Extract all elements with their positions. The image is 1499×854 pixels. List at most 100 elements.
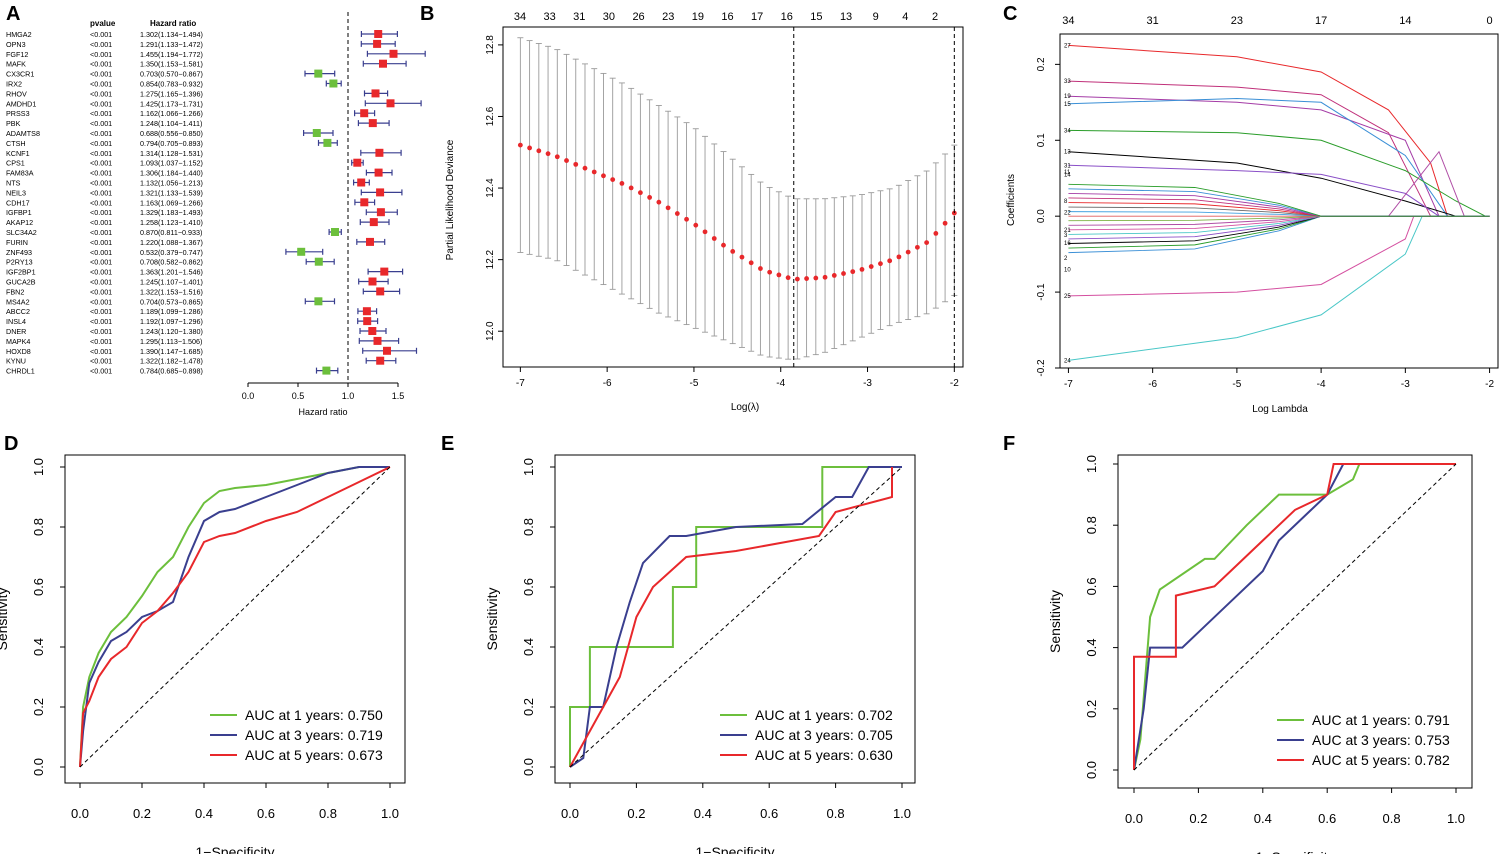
roc-x-label: 1−Specificity (1256, 849, 1335, 854)
roc-curve (79, 466, 391, 768)
path-label: 21 (1064, 228, 1071, 234)
p-value: <0.001 (90, 208, 112, 217)
path-label: 19 (1064, 94, 1071, 100)
roc-y-label: Sensitivity (1047, 590, 1063, 653)
p-value: <0.001 (90, 129, 112, 138)
hr-ci-text: 1.321(1.133−1.539) (140, 188, 203, 197)
x-tick-label: 0.4 (195, 806, 213, 821)
p-value: <0.001 (90, 258, 112, 267)
gene-name: HMGA2 (6, 30, 32, 39)
hr-ci-text: 1.162(1.066−1.266) (140, 109, 203, 118)
deviance-point (822, 274, 828, 280)
panel-d-roc: D 0.0 0.0 0.2 0.2 0.4 0.4 0.6 0.6 0.8 0.8 1.0 1.0 1−… (0, 433, 406, 854)
deviance-point (693, 222, 699, 228)
gene-name: MAPK4 (6, 337, 30, 346)
gene-name: MS4A2 (6, 297, 30, 306)
deviance-point (905, 249, 911, 255)
gene-name: SLC34A2 (6, 228, 37, 237)
deviance-point (933, 231, 939, 236)
top-df-label: 4 (902, 11, 908, 23)
hr-point (375, 148, 384, 157)
hr-point (312, 129, 321, 137)
hr-point (314, 69, 323, 78)
p-value: <0.001 (90, 218, 112, 227)
y-tick-label: 12.0 (485, 321, 496, 341)
gene-name: KCNF1 (6, 149, 30, 158)
path-label: 34 (1064, 128, 1071, 134)
deviance-point (785, 275, 791, 281)
y-tick-label: 0.0 (521, 758, 536, 776)
gene-name: AKAP12 (6, 218, 33, 227)
deviance-point (591, 169, 597, 175)
x-tick-label: 1.0 (893, 806, 911, 821)
hr-point (374, 30, 383, 38)
panel-a-label: A (6, 3, 20, 25)
legend-entry: AUC at 5 years: 0.630 (755, 747, 893, 763)
hr-point (360, 109, 369, 118)
panel-b-y-label: Partial Likelihood Deviance (445, 139, 456, 260)
deviance-point (619, 181, 625, 186)
gene-name: CDH17 (6, 198, 30, 207)
top-df-label: 34 (1062, 15, 1074, 27)
top-df-label: 16 (781, 11, 793, 23)
path-label: 25 (1064, 294, 1071, 300)
top-df-label: 23 (662, 11, 674, 23)
gene-name: PBK (6, 119, 21, 128)
gene-name: CX3CR1 (6, 70, 34, 79)
legend-entry: AUC at 5 years: 0.673 (245, 747, 383, 763)
panel-c-coefficient-paths: C -7 -6 -5 -4 -3 -2-0.2-0.10.00.10.234 31 23 17 1… (1003, 3, 1499, 415)
gene-name: ABCC2 (6, 307, 30, 316)
y-tick-label: 0.2 (1084, 700, 1099, 718)
hr-ci-text: 0.870(0.811−0.933) (140, 228, 202, 237)
gene-name: CHRDL1 (6, 367, 35, 376)
legend-entry: AUC at 3 years: 0.753 (1312, 732, 1450, 748)
x-tick-label: 0.6 (1318, 811, 1336, 826)
y-tick-label: 0.0 (1084, 761, 1099, 779)
x-tick-label: 1.5 (392, 391, 405, 401)
roc-curve (1133, 463, 1456, 770)
p-value: <0.001 (90, 139, 112, 148)
x-tick-label: -5 (1232, 379, 1241, 390)
panel-b-frame (502, 26, 964, 368)
hr-ci-text: 1.258(1.123−1.410) (140, 218, 203, 227)
p-value: <0.001 (90, 99, 112, 108)
gene-name: HOXD8 (6, 347, 31, 356)
path-label: 31 (1064, 163, 1071, 169)
reference-diagonal (79, 466, 391, 768)
y-tick-label: 12.2 (485, 249, 496, 269)
hr-ci-text: 1.291(1.133−1.472) (140, 40, 203, 49)
hr-point (363, 317, 372, 326)
p-value: <0.001 (90, 119, 112, 128)
gene-name: DNER (6, 327, 26, 336)
legend-entry: AUC at 1 years: 0.702 (755, 707, 893, 723)
y-tick-label: 0.8 (521, 518, 536, 536)
y-tick-label: 12.6 (485, 106, 496, 126)
gene-name: GUCA2B (6, 278, 36, 287)
panel-f-label: F (1003, 433, 1015, 455)
top-df-label: 31 (1147, 15, 1159, 27)
deviance-point (758, 266, 763, 271)
hr-point (322, 366, 331, 375)
x-tick-label: 0.6 (257, 806, 275, 821)
hr-point (368, 327, 377, 335)
x-tick-label: 0.0 (561, 806, 579, 821)
y-tick-label: 1.0 (1084, 455, 1099, 473)
path-label: 27 (1064, 43, 1071, 49)
deviance-point (536, 148, 542, 154)
top-df-label: 17 (751, 11, 763, 23)
deviance-point (564, 158, 569, 163)
p-value: <0.001 (90, 278, 112, 287)
hr-ci-text: 1.163(1.069−1.266) (140, 198, 203, 207)
p-value: <0.001 (90, 357, 112, 366)
hr-point (353, 158, 362, 167)
path-label: 33 (1064, 79, 1071, 85)
deviance-point (656, 199, 662, 205)
hr-point (331, 228, 339, 236)
hr-point (383, 346, 391, 355)
roc-curve (1133, 463, 1456, 771)
y-tick-label: 0.1 (1036, 133, 1047, 147)
p-value: <0.001 (90, 297, 112, 306)
deviance-point (582, 165, 588, 171)
x-tick-label: 1.0 (381, 806, 399, 821)
hr-point (314, 257, 323, 266)
